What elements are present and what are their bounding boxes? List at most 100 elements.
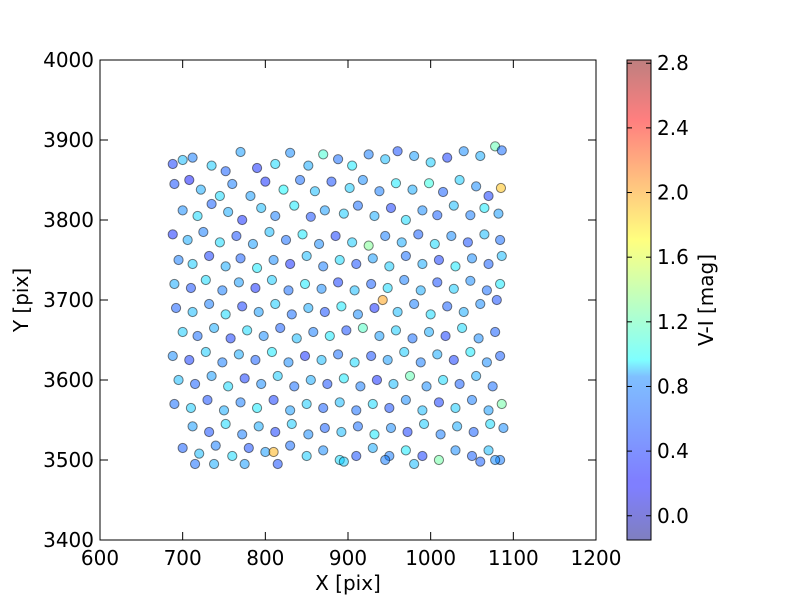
scatter-point	[243, 442, 254, 454]
scatter-point	[495, 278, 506, 290]
scatter-point	[285, 258, 296, 270]
plot-background	[100, 60, 596, 540]
scatter-point	[206, 198, 217, 210]
scatter-point	[423, 326, 435, 338]
y-tick-label: 3900	[43, 128, 94, 152]
colorbar-tick-label: 1.2	[657, 310, 689, 334]
scatter-point	[206, 370, 217, 382]
scatter-point	[446, 230, 457, 242]
scatter-point	[266, 346, 278, 358]
scatter-point	[483, 258, 494, 270]
x-axis-label: X [pix]	[315, 571, 381, 595]
scatter-point	[380, 230, 391, 242]
scatter-point	[483, 190, 494, 202]
scatter-point	[400, 445, 411, 456]
scatter-point	[498, 422, 509, 434]
scatter-point	[308, 326, 319, 338]
x-tick-label: 600	[81, 546, 119, 570]
scatter-point	[384, 261, 395, 272]
scatter-point	[336, 301, 347, 312]
scatter-point	[217, 357, 228, 368]
scatter-point	[483, 445, 494, 456]
scatter-point	[256, 202, 267, 214]
scatter-point	[322, 378, 333, 390]
scatter-point	[347, 237, 358, 248]
scatter-point	[392, 306, 403, 318]
scatter-point	[415, 357, 426, 368]
scatter-point	[495, 350, 506, 362]
scatter-point	[218, 405, 230, 416]
scatter-point	[479, 229, 490, 240]
scatter-point	[303, 160, 314, 171]
scatter-point	[336, 426, 347, 438]
scatter-point	[400, 394, 411, 406]
scatter-point	[195, 184, 206, 195]
scatter-point	[319, 422, 330, 434]
colorbar-tick-label: 2.8	[657, 51, 689, 75]
scatter-point	[170, 302, 182, 314]
scatter-point	[400, 250, 411, 262]
colorbar-tick-label: 1.6	[657, 245, 689, 269]
x-tick-label: 700	[164, 546, 202, 570]
scatter-point	[326, 176, 337, 187]
scatter-point	[182, 234, 193, 246]
scatter-point	[313, 238, 325, 250]
scatter-point	[466, 394, 478, 406]
scatter-point	[189, 458, 201, 470]
scatter-point	[173, 254, 184, 266]
scatter-point	[382, 282, 393, 294]
scatter-point	[303, 429, 314, 440]
scatter-point	[235, 253, 246, 264]
scatter-point	[316, 283, 327, 294]
scatter-point	[452, 421, 463, 432]
scatter-point	[367, 253, 378, 264]
scatter-point	[351, 258, 362, 270]
scatter-point	[283, 357, 294, 368]
scatter-point	[272, 458, 283, 470]
plot-area: 600 700 800 900 1000 1100 1200 3400 3500 3600 370…	[43, 48, 621, 570]
scatter-point	[409, 150, 420, 162]
scatter-point	[260, 176, 271, 187]
scatter-point	[309, 186, 321, 197]
scatter-point	[177, 442, 188, 454]
scatter-point	[456, 322, 468, 334]
scatter-point	[475, 298, 486, 310]
scatter-point	[402, 426, 413, 438]
scatter-point	[253, 306, 264, 318]
y-tick-label: 3600	[43, 368, 94, 392]
scatter-point	[396, 237, 407, 248]
scatter-point	[491, 294, 502, 306]
scatter-point	[338, 456, 349, 467]
scatter-point	[187, 258, 198, 270]
scatter-point	[437, 374, 449, 386]
scatter-point	[235, 146, 246, 158]
points-layer	[167, 141, 509, 470]
scatter-point	[225, 333, 236, 344]
x-tick-label: 1100	[488, 546, 539, 570]
scatter-point	[272, 370, 283, 382]
scatter-point	[305, 374, 316, 386]
scatter-point	[332, 277, 344, 288]
scatter-point	[318, 402, 329, 414]
scatter-point	[367, 442, 378, 454]
scatter-point	[332, 349, 344, 360]
scatter-point	[380, 154, 391, 165]
scatter-point	[237, 214, 248, 226]
x-tick-label: 900	[329, 546, 367, 570]
scatter-point	[473, 333, 484, 344]
scatter-point	[495, 182, 507, 194]
scatter-point	[481, 285, 492, 296]
scatter-point	[270, 158, 281, 170]
scatter-point	[185, 402, 197, 414]
scatter-point	[454, 174, 465, 186]
scatter-point	[233, 277, 244, 288]
scatter-point	[270, 210, 281, 222]
scatter-point	[385, 422, 397, 434]
scatter-point	[210, 440, 221, 451]
scatter-point	[388, 378, 399, 390]
scatter-point	[299, 350, 311, 362]
scatter-point	[448, 283, 459, 294]
scatter-point	[440, 330, 451, 342]
scatter-point	[285, 405, 296, 416]
scatter-point	[297, 229, 308, 240]
